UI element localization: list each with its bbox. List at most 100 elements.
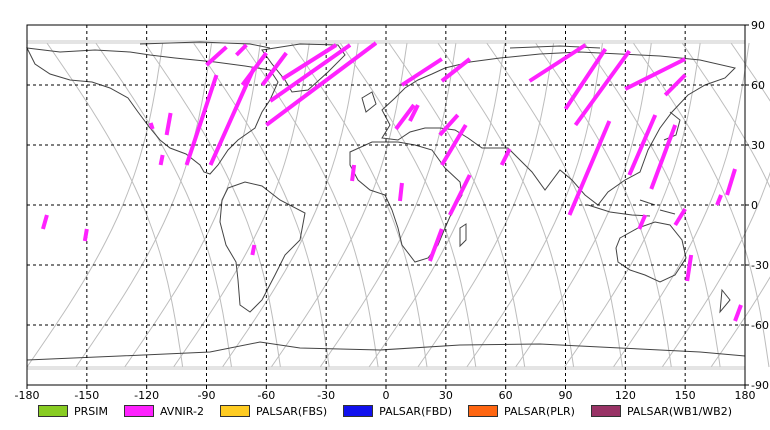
- orbit-track-descending: [144, 42, 281, 368]
- coastline-south-america: [219, 181, 306, 313]
- avnir2-segment: [397, 182, 404, 202]
- avnir2-segment: [240, 51, 268, 87]
- y-tick-label: 90: [751, 19, 765, 32]
- coastline-antarctica: [26, 341, 746, 361]
- avnir2-segment: [627, 114, 658, 176]
- legend-item: PALSAR(WB1/WB2): [590, 404, 733, 418]
- legend-label: PALSAR(FBD): [379, 404, 453, 418]
- legend-label: PALSAR(PLR): [504, 404, 575, 418]
- avnir2-segment: [148, 122, 155, 130]
- avnir2-segment: [637, 214, 648, 230]
- avnir2-segment: [82, 228, 89, 242]
- avnir2-segment: [725, 168, 737, 196]
- x-tick-label: -60: [257, 389, 275, 400]
- avnir2-segment: [438, 113, 460, 137]
- avnir2-segment: [350, 164, 357, 182]
- x-tick-label: -150: [74, 389, 99, 400]
- legend-swatch: [343, 405, 374, 417]
- coastline-indonesia: [587, 199, 676, 217]
- orbit-track-ascending: [368, 42, 506, 368]
- legend-item: PALSAR(FBS): [219, 404, 328, 418]
- orbit-track-ascending: [710, 276, 770, 368]
- y-tick-label: -90: [751, 379, 769, 392]
- orbit-track-ascending: [612, 42, 750, 368]
- legend-label: PRSIM: [73, 404, 108, 418]
- x-tick-label: 90: [559, 389, 573, 400]
- avnir2-segment: [400, 57, 443, 87]
- y-tick-label: -30: [751, 259, 769, 272]
- avnir2-segment: [265, 41, 378, 127]
- graticule: [26, 24, 746, 386]
- avnir2-segment: [428, 228, 444, 262]
- legend: PRSIM AVNIR-2 PALSAR(FBS) PALSAR(FBD) PALSAR…: [0, 400, 770, 422]
- avnir2-segment: [673, 207, 687, 227]
- avnir2-segment: [448, 174, 472, 216]
- legend-item: PALSAR(FBD): [343, 405, 452, 418]
- legend-label: PALSAR(WB1/WB2): [626, 404, 733, 418]
- legend-label: AVNIR-2: [159, 404, 204, 418]
- orbit-track-ascending: [661, 171, 770, 368]
- y-tick-label: 0: [751, 199, 758, 212]
- avnir2-segment: [164, 112, 173, 136]
- avnir2-segment: [649, 124, 678, 190]
- legend-swatch: [37, 405, 68, 417]
- coastline-africa: [349, 141, 463, 263]
- avnir2-segment: [573, 49, 631, 127]
- x-tick-label: -90: [198, 389, 216, 400]
- avnir2-segment: [715, 194, 723, 206]
- x-tick-label: 0: [383, 389, 390, 400]
- legend-item: PALSAR(PLR): [468, 405, 575, 418]
- x-tick-label: 60: [499, 389, 513, 400]
- avnir2-segment: [567, 120, 612, 216]
- avnir2-segment: [281, 43, 338, 81]
- avnir2-segment: [269, 43, 352, 103]
- avnir2-segment: [41, 214, 49, 230]
- coastline-arctic-islands: [139, 41, 601, 49]
- avnir2-segment: [440, 57, 472, 83]
- orbit-track-descending: [486, 42, 623, 368]
- avnir2-segment: [260, 51, 288, 87]
- avnir2-segment: [528, 43, 587, 83]
- avnir2-segment: [733, 304, 743, 322]
- avnir2-segment: [158, 154, 165, 166]
- y-tick-label: -60: [751, 319, 769, 332]
- orbit-track-descending: [730, 42, 770, 102]
- avnir2-segment: [563, 47, 608, 111]
- x-tick-label: -180: [15, 389, 40, 400]
- orbit-track-ascending: [222, 42, 359, 368]
- avnir2-segment: [250, 244, 257, 256]
- x-tick-label: -120: [134, 389, 159, 400]
- legend-swatch: [468, 405, 499, 417]
- coastline-madagascar: [459, 223, 467, 248]
- avnir2-segment: [499, 148, 512, 166]
- avnir2-segment: [624, 57, 687, 91]
- avnir2-segment: [408, 104, 420, 122]
- coastline-eurasia: [381, 51, 736, 206]
- axis-tick-labels: -180 -150 -120 -90 -60 -30 0 30 60 90 120 150 180 90 6…: [15, 19, 769, 402]
- coastline-uk: [361, 91, 377, 113]
- legend-swatch: [219, 405, 250, 417]
- coastline-outlines: [26, 41, 746, 361]
- avnir2-segment: [394, 103, 416, 131]
- avnir2-segment: [440, 123, 468, 167]
- avnir2-segment: [235, 43, 248, 57]
- x-tick-label: 30: [439, 389, 453, 400]
- x-tick-label: 150: [675, 389, 696, 400]
- coastline-greenland: [261, 43, 346, 93]
- orbit-track-descending: [46, 42, 184, 368]
- x-tick-label: -30: [317, 389, 335, 400]
- avnir2-observation-segments: [41, 41, 743, 322]
- avnir2-segment: [685, 254, 694, 282]
- map-plot: -180 -150 -120 -90 -60 -30 0 30 60 90 120 150 180 90 6…: [15, 19, 770, 402]
- legend-label: PALSAR(FBS): [255, 404, 328, 418]
- avnir2-segment: [205, 45, 228, 67]
- x-tick-label: 120: [615, 389, 636, 400]
- avnir2-segment: [208, 66, 257, 166]
- orbit-track-ascending: [319, 42, 457, 368]
- legend-item: AVNIR-2: [123, 404, 204, 418]
- legend-swatch: [123, 405, 154, 417]
- orbit-track-ascending: [270, 42, 408, 368]
- orbit-track-ascending: [564, 42, 701, 368]
- orbit-track-descending: [583, 42, 721, 368]
